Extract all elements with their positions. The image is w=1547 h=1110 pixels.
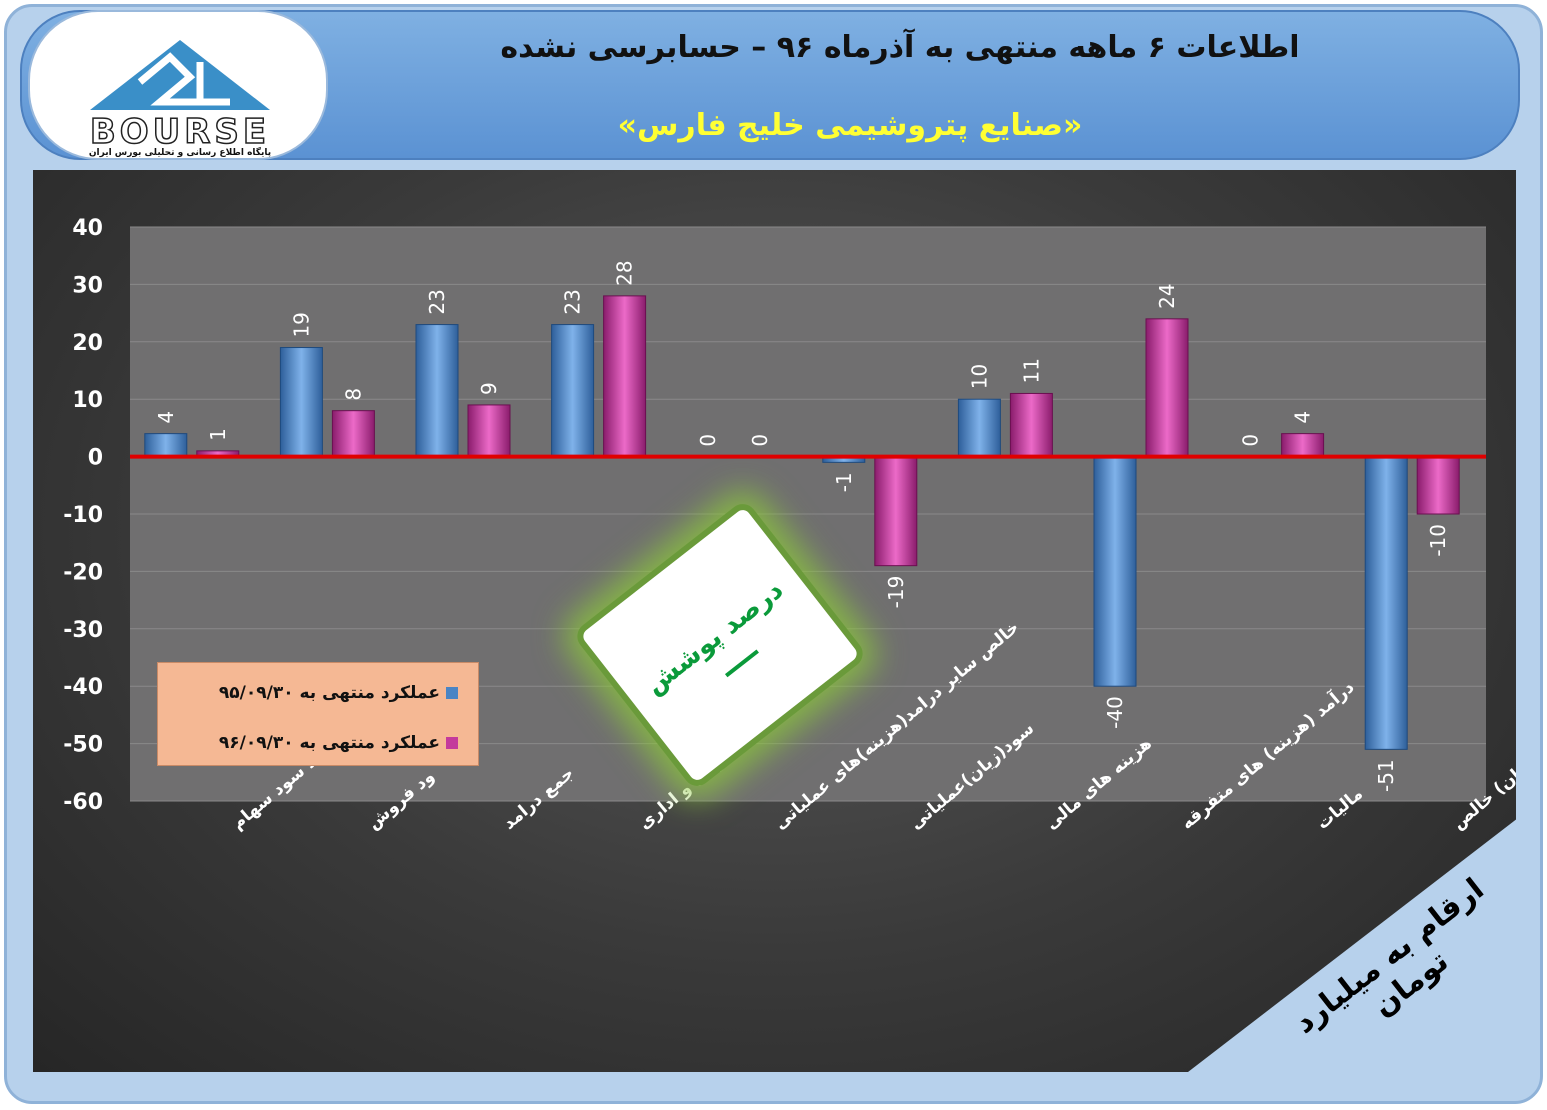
bar-series2 [1009,392,1053,458]
bar-series1 [957,398,1001,458]
logo-numeral-4 [196,62,230,106]
bourse-logo: BOURSE پایگاه اطلاع رسانی و تحلیلی بورس … [28,10,328,160]
bar-series2 [603,295,647,458]
y-tick-label: 10 [72,388,103,413]
data-label-series2: 8 [341,388,365,401]
data-label-series2: 28 [613,260,637,285]
bar-series1 [144,433,188,458]
bar-series1 [551,324,595,458]
logo-triangle [90,40,270,110]
logo-numeral-2 [137,52,205,106]
logo-wordmark: BOURSE [89,111,271,153]
data-label-series2: 4 [1291,411,1315,424]
data-label-series1: 10 [967,364,991,389]
y-tick-label: -60 [63,790,103,815]
y-tick-label: -20 [63,560,103,585]
bar-series1 [1364,456,1408,750]
data-label-series1: 23 [561,289,585,314]
page-title: اطلاعات ۶ ماهه منتهی به آذرماه ۹۶ – حساب… [500,30,1300,65]
bar-series1 [1093,456,1137,687]
data-label-series1: 19 [289,312,313,337]
legend-label-1: عملکرد منتهی به ۹۵/۰۹/۳۰ [218,683,440,703]
coverage-value-dash [724,649,759,678]
bar-series2 [874,456,918,567]
y-tick-label: 0 [88,446,103,471]
y-tick-label: 20 [72,331,103,356]
data-label-series1: -1 [832,472,856,492]
data-label-series2: 9 [477,382,501,395]
data-label-series2: 1 [206,428,230,441]
data-label-series1: 0 [696,434,720,447]
data-label-series2: 24 [1155,283,1179,308]
data-label-series2: -10 [1426,524,1450,557]
y-tick-label: 40 [72,216,103,241]
bar-series2 [1281,433,1325,458]
data-label-series1: 23 [425,289,449,314]
legend-item-2: عملکرد منتهی به ۹۶/۰۹/۳۰ [158,733,458,753]
data-label-series1: -40 [1103,696,1127,729]
data-label-series2: 11 [1019,358,1043,383]
bar-series2 [331,410,375,458]
bar-series2 [467,404,511,458]
chart-legend: عملکرد منتهی به ۹۵/۰۹/۳۰ عملکرد منتهی به… [157,662,479,766]
legend-label-2: عملکرد منتهی به ۹۶/۰۹/۳۰ [218,733,440,753]
coverage-label: درصد پوشش [639,575,790,701]
data-label-series1: 0 [1239,434,1263,447]
y-tick-label: -40 [63,675,103,700]
bar-series2 [1145,318,1189,458]
y-tick-label: -30 [63,618,103,643]
legend-item-1: عملکرد منتهی به ۹۵/۰۹/۳۰ [158,683,458,703]
y-tick-label: 30 [72,273,103,298]
company-subtitle: «صنایع پتروشیمی خلیج فارس» [617,108,1083,143]
data-label-series1: 4 [154,411,178,424]
legend-swatch-2 [446,737,458,749]
logo-mark [90,40,270,110]
legend-swatch-1 [446,687,458,699]
data-label-series2: -19 [884,576,908,609]
y-tick-label: -10 [63,503,103,528]
bar-series1 [279,347,323,458]
bar-series2 [1416,456,1460,515]
logo-tagline: پایگاه اطلاع رسانی و تحلیلی بورس ایران [88,148,272,158]
y-tick-label: -50 [63,733,103,758]
data-label-series2: 0 [748,434,772,447]
bar-series1 [415,324,459,458]
data-label-series1: -51 [1374,759,1398,792]
